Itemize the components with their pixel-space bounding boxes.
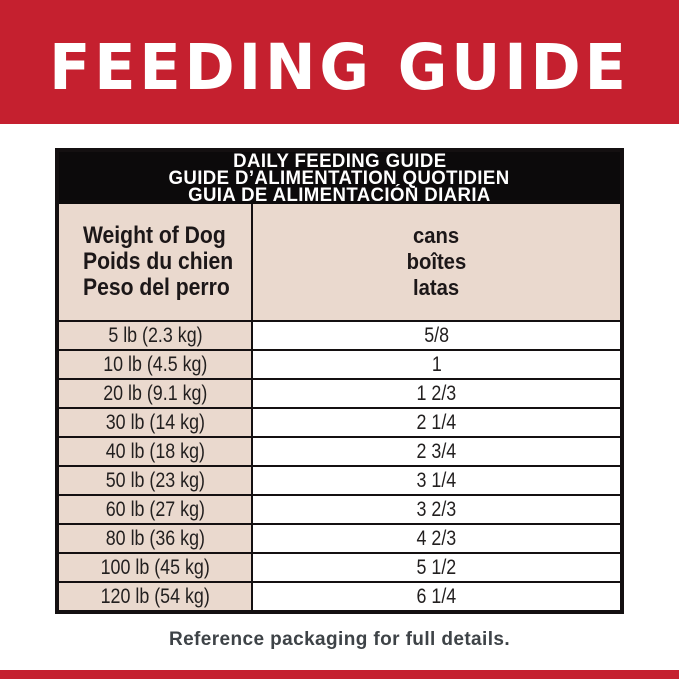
table-rows: 5 lb (2.3 kg) 5/8 10 lb (4.5 kg) 1 20 lb…: [59, 320, 620, 610]
cans-value: 3 2/3: [416, 497, 457, 521]
cans-cell: 3 2/3: [253, 496, 620, 523]
cans-cell: 3 1/4: [253, 467, 620, 494]
cans-value: 5/8: [424, 323, 449, 347]
cans-value: 3 1/4: [416, 468, 457, 492]
cans-cell: 5 1/2: [253, 554, 620, 581]
cans-cell: 1 2/3: [253, 380, 620, 407]
bottom-red-strip: [0, 670, 679, 679]
table-row: 60 lb (27 kg) 3 2/3: [59, 494, 620, 523]
cans-value: 1 2/3: [416, 381, 457, 405]
weight-value: 5 lb (2.3 kg): [107, 323, 203, 347]
table-title-en: DAILY FEEDING GUIDE: [232, 150, 447, 172]
cans-cell: 2 3/4: [253, 438, 620, 465]
weight-value: 10 lb (4.5 kg): [102, 352, 208, 376]
weight-value: 30 lb (14 kg): [105, 410, 205, 434]
cans-cell: 5/8: [253, 322, 620, 349]
weight-value: 60 lb (27 kg): [105, 497, 205, 521]
weight-value: 50 lb (23 kg): [105, 468, 205, 492]
reference-note: Reference packaging for full details.: [168, 629, 511, 650]
cans-value: 2 1/4: [416, 410, 457, 434]
cans-cell: 6 1/4: [253, 583, 620, 610]
cans-cell: 1: [253, 351, 620, 378]
cans-value: 4 2/3: [416, 526, 457, 550]
weight-column-header: Weight of Dog Poids du chien Peso del pe…: [59, 204, 253, 320]
weight-cell: 60 lb (27 kg): [59, 496, 253, 523]
weight-cell: 80 lb (36 kg): [59, 525, 253, 552]
cans-value: 1: [431, 352, 442, 376]
weight-cell: 20 lb (9.1 kg): [59, 380, 253, 407]
cans-header-fr: boîtes: [406, 249, 467, 274]
cans-value: 2 3/4: [416, 439, 457, 463]
daily-feeding-guide-table: DAILY FEEDING GUIDE GUIDE D’ALIMENTATION…: [55, 148, 624, 614]
table-title-band: DAILY FEEDING GUIDE GUIDE D’ALIMENTATION…: [59, 150, 620, 206]
weight-value: 20 lb (9.1 kg): [102, 381, 208, 405]
weight-cell: 30 lb (14 kg): [59, 409, 253, 436]
weight-value: 120 lb (54 kg): [100, 584, 210, 608]
cans-header-es: latas: [413, 275, 460, 300]
table-row: 40 lb (18 kg) 2 3/4: [59, 436, 620, 465]
cans-value: 6 1/4: [416, 584, 457, 608]
weight-value: 80 lb (36 kg): [105, 526, 205, 550]
cans-cell: 4 2/3: [253, 525, 620, 552]
weight-header-es: Peso del perro: [83, 274, 230, 301]
feeding-guide-banner: FEEDING GUIDE: [0, 0, 679, 124]
table-row: 5 lb (2.3 kg) 5/8: [59, 320, 620, 349]
weight-cell: 120 lb (54 kg): [59, 583, 253, 610]
column-header-row: Weight of Dog Poids du chien Peso del pe…: [59, 204, 620, 320]
table-row: 50 lb (23 kg) 3 1/4: [59, 465, 620, 494]
weight-header-fr: Poids du chien: [83, 248, 234, 275]
cans-column-header: cans boîtes latas: [253, 204, 620, 320]
table-row: 30 lb (14 kg) 2 1/4: [59, 407, 620, 436]
cans-header-en: cans: [413, 223, 460, 248]
banner-title: FEEDING GUIDE: [49, 30, 630, 104]
table-row: 10 lb (4.5 kg) 1: [59, 349, 620, 378]
table-row: 80 lb (36 kg) 4 2/3: [59, 523, 620, 552]
cans-value: 5 1/2: [416, 555, 457, 579]
table-title-fr: GUIDE D’ALIMENTATION QUOTIDIEN: [168, 167, 511, 189]
weight-value: 40 lb (18 kg): [105, 439, 205, 463]
table-row: 120 lb (54 kg) 6 1/4: [59, 581, 620, 610]
cans-cell: 2 1/4: [253, 409, 620, 436]
table-row: 100 lb (45 kg) 5 1/2: [59, 552, 620, 581]
weight-cell: 5 lb (2.3 kg): [59, 322, 253, 349]
table-row: 20 lb (9.1 kg) 1 2/3: [59, 378, 620, 407]
weight-value: 100 lb (45 kg): [100, 555, 210, 579]
weight-cell: 10 lb (4.5 kg): [59, 351, 253, 378]
weight-cell: 40 lb (18 kg): [59, 438, 253, 465]
weight-cell: 100 lb (45 kg): [59, 554, 253, 581]
table-title-es: GUIA DE ALIMENTACIÓN DIARIA: [188, 184, 491, 206]
weight-header-en: Weight of Dog: [83, 222, 226, 249]
weight-cell: 50 lb (23 kg): [59, 467, 253, 494]
